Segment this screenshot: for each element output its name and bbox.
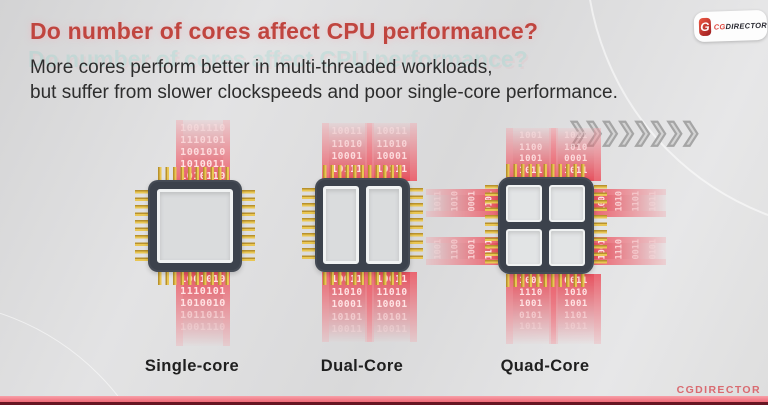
binary-row: 1010 — [614, 191, 625, 212]
binary-row: 0011 — [631, 239, 642, 260]
binary-row: 1110101 — [180, 286, 226, 297]
cgdirector-logo: G CGDIRECTOR — [693, 9, 768, 43]
binary-row: 10011 — [376, 126, 408, 137]
cpu-pins-bottom — [506, 274, 586, 287]
logo-cg: CG — [713, 21, 726, 32]
binary-row: 10011 — [331, 324, 363, 335]
subtitle-line-2: but suffer from slower clockspeeds and p… — [30, 81, 618, 103]
cpu-label-quad-core: Quad-Core — [500, 357, 590, 375]
binary-row: 1101 — [631, 191, 642, 212]
binary-row: 1010011 — [180, 159, 226, 170]
binary-row: 1010 — [564, 142, 588, 153]
cpu-core — [157, 189, 233, 263]
binary-row: 10011 — [376, 324, 408, 335]
binary-row: 1011 — [519, 322, 543, 332]
binary-row: 1010010 — [180, 298, 226, 309]
binary-row: 1010 — [564, 287, 588, 298]
binary-row: 10101 — [376, 311, 408, 323]
subtitle-line-1: More cores perform better in multi-threa… — [30, 57, 493, 78]
binary-row: 1100 — [450, 239, 461, 260]
cpu-core — [549, 229, 585, 266]
footer-brand: CGDIRECTOR — [676, 384, 761, 396]
binary-row: 1010 — [450, 191, 461, 212]
cpu-chip — [315, 178, 410, 272]
decorative-arc-bottom-left — [0, 300, 172, 405]
cpu-pins-bottom — [323, 272, 403, 285]
ghost-title-artifact: Do number of cores affect CPU performanc… — [28, 46, 528, 72]
cpu-pins-top — [506, 164, 586, 177]
cpu-core — [549, 185, 585, 222]
binary-row: 10101 — [331, 311, 363, 323]
binary-row: 1001 — [519, 299, 543, 309]
binary-row: 1001 — [519, 131, 543, 141]
logo-director: DIRECTOR — [725, 20, 768, 31]
cpu-label-single-core: Single-core — [144, 357, 240, 375]
cpu-pins-right — [594, 185, 607, 266]
binary-row: 10001 — [376, 299, 408, 310]
binary-row: 1001110 — [180, 322, 226, 333]
cpu-pins-right — [242, 190, 255, 262]
binary-row: 11010 — [376, 286, 408, 298]
binary-row: 1100 — [519, 142, 543, 153]
binary-row: 1110 — [614, 239, 625, 260]
cpu-chip — [148, 180, 242, 272]
binary-row: 1101 — [564, 310, 588, 321]
cpu-core — [506, 185, 542, 222]
cpu-chip — [498, 177, 594, 274]
binary-row: 0101 — [648, 239, 659, 260]
binary-row: 1011 — [564, 322, 588, 332]
logo-wordmark: CGDIRECTOR — [714, 20, 768, 31]
binary-row: 1001 — [564, 299, 588, 309]
cpu-pins-top — [158, 167, 232, 180]
binary-row: 1011011 — [180, 310, 226, 321]
binary-row: 11010 — [331, 138, 363, 150]
cpu-pins-left — [485, 185, 498, 266]
cpu-core — [506, 229, 542, 266]
binary-row: 1011 — [648, 191, 659, 212]
binary-row: 1001 — [467, 239, 478, 260]
cpu-label-dual-core: Dual-Core — [320, 357, 404, 375]
binary-row: 1001 — [519, 154, 543, 164]
cpu-pins-left — [302, 188, 315, 262]
binary-row: 10001 — [331, 151, 363, 162]
binary-row: 10001 — [376, 151, 408, 162]
cpu-core — [323, 186, 359, 264]
binary-row: 1001110 — [180, 123, 226, 134]
binary-row: 0001 — [467, 191, 478, 212]
binary-row: 1001 — [433, 239, 444, 260]
bottom-accent-bar — [0, 396, 768, 402]
binary-row: 10011 — [331, 126, 363, 137]
logo-glyph: G — [699, 19, 710, 35]
cpu-core — [366, 186, 402, 264]
cpu-pins-left — [135, 190, 148, 262]
cpu-pins-bottom — [158, 272, 232, 285]
binary-row: 11010 — [376, 138, 408, 150]
subtitle: More cores perform better in multi-threa… — [30, 56, 618, 105]
binary-row: 11010 — [331, 286, 363, 298]
binary-row: 10001 — [331, 299, 363, 310]
binary-row: 1110101 — [180, 135, 226, 146]
binary-row: 1011 — [433, 191, 444, 212]
cgdirector-g-icon: G — [698, 17, 712, 37]
cpu-pins-top — [323, 165, 403, 178]
bottom-edge-bar — [0, 402, 768, 405]
page-title: Do number of cores affect CPU performanc… — [30, 18, 539, 44]
cpu-pins-right — [410, 188, 423, 262]
binary-row: 1011 — [564, 131, 588, 141]
binary-row: 0101 — [519, 310, 543, 321]
binary-row: 1110 — [519, 287, 543, 298]
binary-row: 1001010 — [180, 147, 226, 158]
binary-row: 0001 — [564, 154, 588, 164]
